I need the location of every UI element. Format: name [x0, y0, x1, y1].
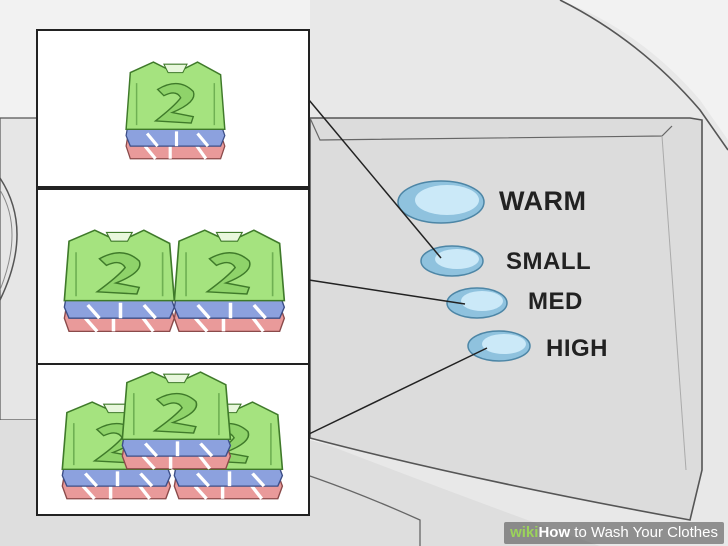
warm-label: WARM [499, 186, 587, 216]
pointer-line-high [308, 347, 488, 435]
watermark-brand: wiki [510, 524, 539, 541]
watermark-how: How [538, 524, 571, 541]
small-label: SMALL [506, 248, 592, 275]
wikihow-watermark: wikiHow to Wash Your Clothes [504, 522, 724, 544]
warm-button[interactable] [397, 180, 485, 224]
inset-small-load [36, 29, 310, 188]
inset-medium-load [36, 188, 310, 365]
pointer-line-med [308, 279, 466, 305]
pointer-line-small [308, 99, 442, 259]
high-button[interactable] [467, 330, 531, 362]
med-button[interactable] [446, 287, 508, 319]
watermark-title: to Wash Your Clothes [570, 524, 718, 541]
high-label: HIGH [546, 335, 608, 362]
med-label: MED [528, 288, 583, 315]
small-button[interactable] [420, 245, 484, 277]
inset-large-load [36, 363, 310, 516]
